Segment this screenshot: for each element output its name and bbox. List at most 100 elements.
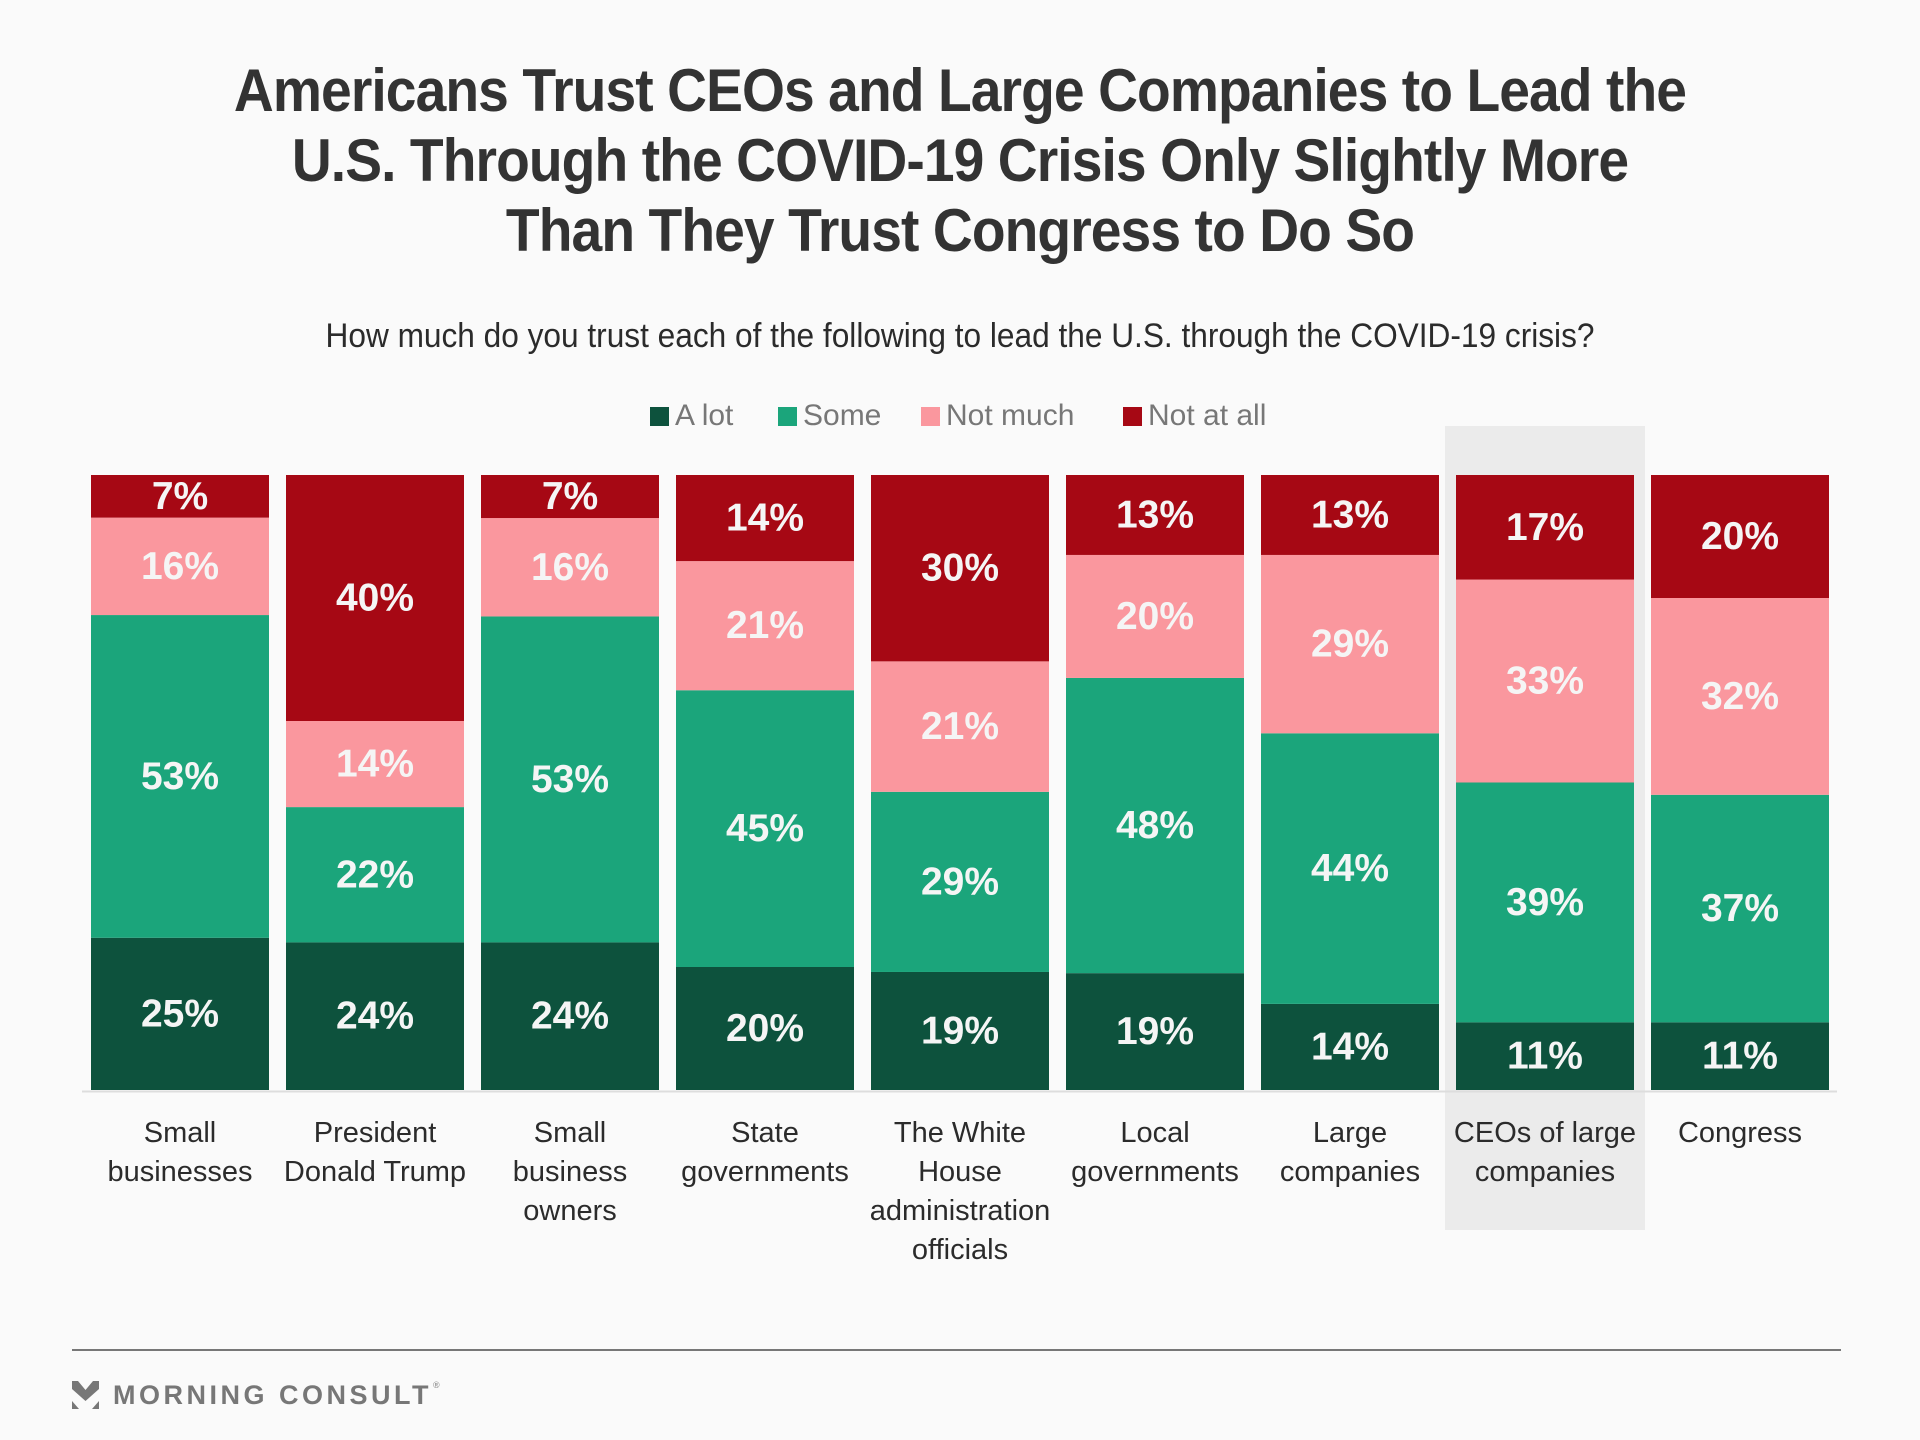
x-tick-label-line: Small xyxy=(533,1117,607,1149)
legend: A lot Some Not much Not at all xyxy=(0,396,1920,436)
x-tick-label: Large companies xyxy=(1250,1114,1450,1192)
data-label: 37% xyxy=(1701,887,1779,930)
legend-swatch-icon xyxy=(921,406,940,426)
x-tick-label-line: House xyxy=(918,1156,1002,1188)
x-tick-label: President Donald Trump xyxy=(275,1114,475,1192)
brand-logo: MORNING CONSULT® xyxy=(72,1380,443,1410)
legend-swatch-icon xyxy=(778,406,797,426)
bar-segment-a-lot xyxy=(286,942,464,1090)
bar-stack: 14% 44% 29% 13% xyxy=(1261,475,1439,1090)
data-label: 20% xyxy=(1701,515,1779,558)
legend-label: Some xyxy=(803,399,882,432)
bar-segment-a-lot xyxy=(1261,1003,1439,1090)
data-label: 16% xyxy=(141,545,219,588)
x-tick-label-line: owners xyxy=(523,1195,617,1227)
data-label: 53% xyxy=(531,758,609,801)
x-tick-label-line: CEOs of large xyxy=(1453,1117,1637,1149)
bar-segment-not-at-all xyxy=(1456,475,1634,580)
bar-segment-not-at-all xyxy=(286,475,464,721)
bar-segment-not-at-all xyxy=(871,475,1049,662)
footer-divider xyxy=(72,1349,1841,1351)
data-label: 24% xyxy=(336,995,414,1038)
x-tick-label-line: business xyxy=(512,1156,628,1188)
legend-swatch-icon xyxy=(1123,406,1142,426)
x-tick-label: The White House administration officials xyxy=(860,1114,1060,1270)
data-label: 7% xyxy=(152,475,208,518)
bar-segment-some xyxy=(871,791,1049,972)
bar-segment-some xyxy=(1066,677,1244,974)
data-label: 33% xyxy=(1506,660,1584,703)
x-tick-label-line: governments xyxy=(1071,1156,1239,1188)
x-tick-label-line: Small xyxy=(143,1117,217,1149)
bar-segment-not-much xyxy=(1066,554,1244,678)
bar-segment-not-much xyxy=(286,721,464,808)
data-label: 40% xyxy=(336,577,414,620)
bar-segment-not-at-all xyxy=(91,475,269,518)
bar-segment-some xyxy=(481,616,659,943)
data-label: 30% xyxy=(921,547,999,590)
data-label: 25% xyxy=(141,992,219,1035)
bar-segment-a-lot xyxy=(481,942,659,1090)
bar-segment-a-lot xyxy=(91,937,269,1090)
data-label: 19% xyxy=(1116,1010,1194,1053)
data-label: 14% xyxy=(336,743,414,786)
x-tick-label-line: President xyxy=(313,1117,437,1149)
bar-segment-not-at-all xyxy=(1651,475,1829,598)
bar-segment-a-lot xyxy=(1651,1022,1829,1090)
data-label: 32% xyxy=(1701,675,1779,718)
x-tick-label: Small businesses xyxy=(80,1114,280,1192)
bar-segment-not-at-all xyxy=(676,475,854,562)
bar-segment-some xyxy=(286,807,464,943)
legend-label: A lot xyxy=(675,399,734,432)
bar-segment-not-much xyxy=(1651,598,1829,795)
bar-segment-not-much xyxy=(871,661,1049,792)
bar-segment-a-lot xyxy=(871,971,1049,1090)
chart-title-line: U.S. Through the COVID-19 Crisis Only Sl… xyxy=(291,127,1629,194)
bar-segment-some xyxy=(1456,782,1634,1023)
bar-segment-not-much xyxy=(481,518,659,617)
legend-item-a-lot: A lot xyxy=(650,396,733,436)
brand-name-text: MORNING CONSULT xyxy=(113,1379,432,1410)
data-label: 19% xyxy=(921,1009,999,1052)
data-label: 14% xyxy=(1311,1025,1389,1068)
bar-segment-some xyxy=(91,615,269,938)
bar-stack: 19% 48% 20% 13% xyxy=(1066,475,1244,1090)
data-label: 24% xyxy=(531,995,609,1038)
bar-segment-not-much xyxy=(1261,554,1439,734)
data-label: 11% xyxy=(1702,1035,1778,1078)
chart-title-line: Americans Trust CEOs and Large Companies… xyxy=(233,57,1687,124)
data-label: 17% xyxy=(1506,506,1584,549)
chart-subtitle: How much do you trust each of the follow… xyxy=(325,317,1595,355)
data-label: 7% xyxy=(542,475,598,518)
data-label: 16% xyxy=(531,546,609,589)
bar-stack: 25% 53% 16% 7% xyxy=(91,475,269,1090)
legend-label: Not much xyxy=(946,399,1075,432)
data-label: 13% xyxy=(1116,493,1194,536)
legend-swatch-icon xyxy=(650,406,669,426)
bar-stack: 19% 29% 21% 30% xyxy=(871,475,1049,1090)
bar-segment-some xyxy=(676,690,854,967)
bar-stack: 20% 45% 21% 14% xyxy=(676,475,854,1090)
x-tick-label-line: businesses xyxy=(107,1156,253,1188)
legend-item-some: Some xyxy=(778,396,881,436)
bar-segment-a-lot xyxy=(676,967,854,1090)
x-tick-label-line: companies xyxy=(1474,1156,1616,1188)
data-label: 20% xyxy=(1116,595,1194,638)
x-tick-label: Congress xyxy=(1640,1114,1840,1153)
morning-consult-logo-icon xyxy=(72,1381,99,1409)
x-tick-label-line: governments xyxy=(681,1156,849,1188)
x-tick-label-line: administration xyxy=(869,1195,1051,1227)
x-tick-label-line: Donald Trump xyxy=(283,1156,467,1188)
bar-segment-not-much xyxy=(91,517,269,616)
x-tick-label: CEOs of large companies xyxy=(1445,1114,1645,1192)
x-tick-label-line: companies xyxy=(1279,1156,1421,1188)
data-label: 48% xyxy=(1116,804,1194,847)
chart-title-line: Than They Trust Congress to Do So xyxy=(505,197,1415,264)
chart-title: Americans Trust CEOs and Large Companies… xyxy=(77,56,1843,266)
bar-segment-not-at-all xyxy=(1261,475,1439,555)
data-label: 21% xyxy=(726,604,804,647)
bar-stack: 11% 39% 33% 17% xyxy=(1456,475,1634,1090)
data-label: 14% xyxy=(726,497,804,540)
bar-stack: 24% 22% 14% 40% xyxy=(286,475,464,1090)
